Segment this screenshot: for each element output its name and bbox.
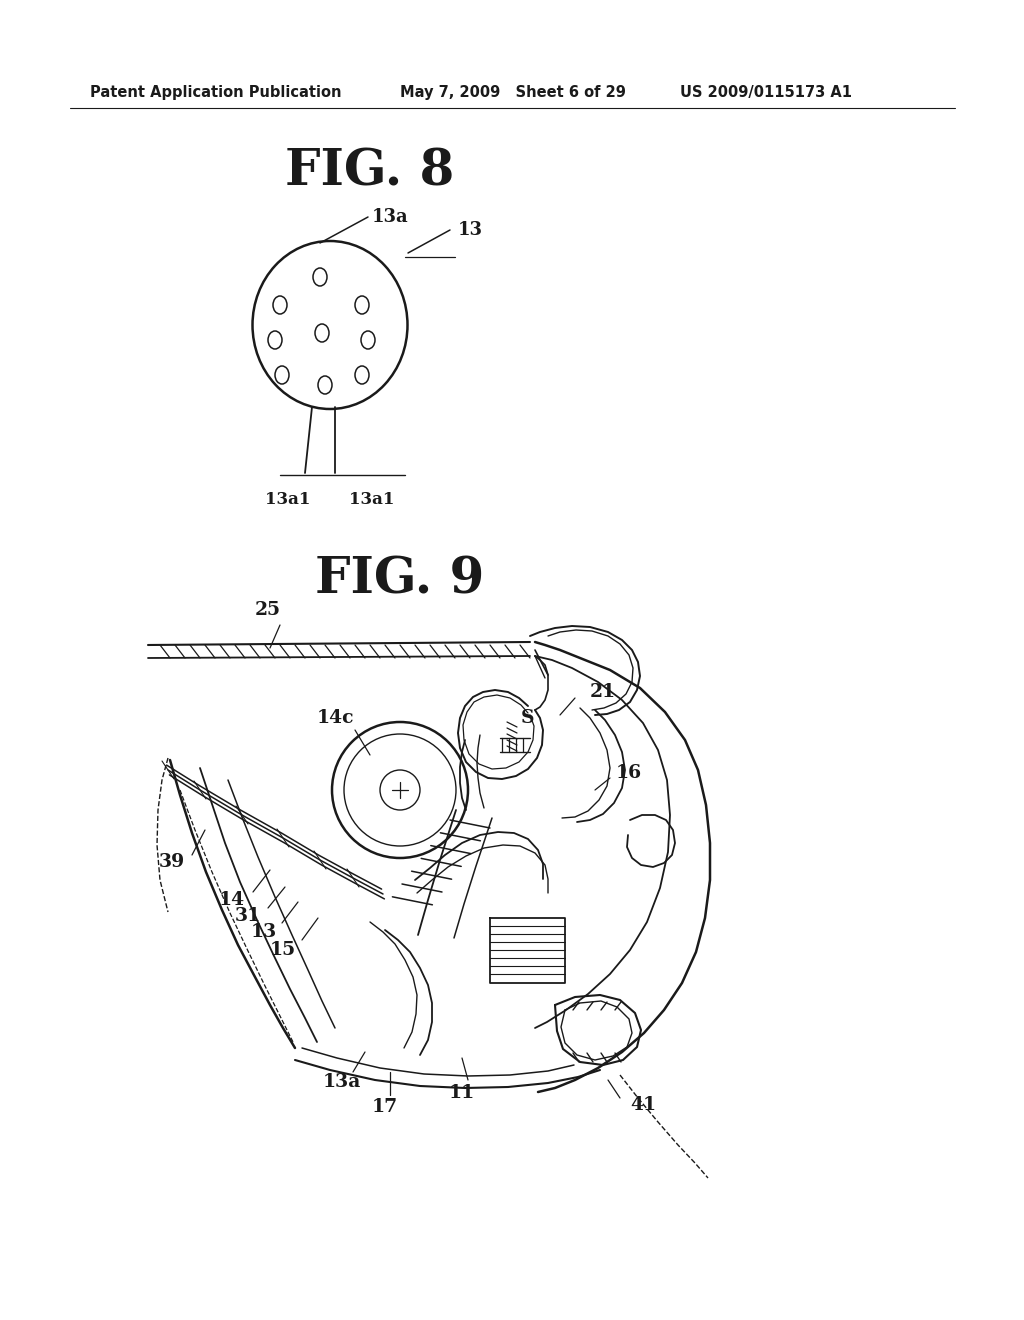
Text: 31: 31 (234, 907, 261, 925)
Text: 13a1: 13a1 (265, 491, 310, 508)
Text: 14c: 14c (316, 709, 353, 727)
Text: 41: 41 (630, 1096, 656, 1114)
Text: 39: 39 (159, 853, 185, 871)
Text: 21: 21 (590, 682, 616, 701)
Text: S: S (521, 709, 535, 727)
Text: 16: 16 (616, 764, 642, 781)
Text: 15: 15 (270, 941, 296, 960)
Text: 25: 25 (255, 601, 281, 619)
Text: US 2009/0115173 A1: US 2009/0115173 A1 (680, 86, 852, 100)
Text: FIG. 8: FIG. 8 (286, 148, 455, 197)
Text: Patent Application Publication: Patent Application Publication (90, 86, 341, 100)
Text: 14: 14 (219, 891, 245, 909)
Text: 13: 13 (251, 923, 278, 941)
Text: 13a: 13a (323, 1073, 361, 1092)
Text: 13a: 13a (372, 209, 409, 226)
Text: FIG. 9: FIG. 9 (315, 556, 484, 605)
Text: 11: 11 (449, 1084, 475, 1102)
Text: 17: 17 (372, 1098, 398, 1115)
Text: 13: 13 (458, 220, 483, 239)
Text: 13a1: 13a1 (349, 491, 394, 508)
Text: May 7, 2009   Sheet 6 of 29: May 7, 2009 Sheet 6 of 29 (400, 86, 626, 100)
